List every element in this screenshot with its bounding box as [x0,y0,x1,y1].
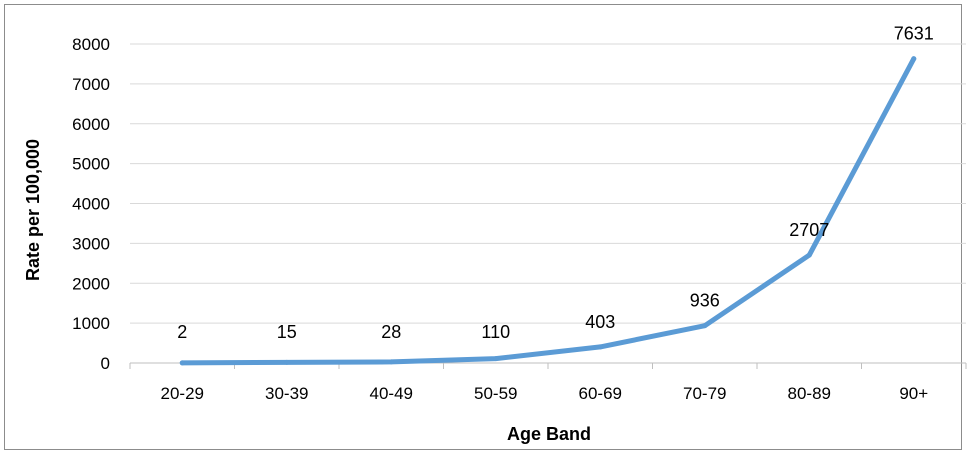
data-point [179,360,185,366]
x-tick-label: 30-39 [265,384,308,403]
y-tick-label: 4000 [72,195,110,214]
data-label: 15 [277,322,297,342]
y-tick-label: 7000 [72,75,110,94]
y-axis-tick-labels: 0 1000 2000 3000 4000 5000 6000 7000 8000 [72,35,110,373]
x-tick-label: 50-59 [474,384,517,403]
data-label: 2 [177,322,187,342]
data-point [388,359,394,365]
data-label: 2707 [789,220,829,240]
data-point [493,356,499,362]
y-tick-label: 0 [101,354,110,373]
x-tick-label: 80-89 [788,384,831,403]
data-labels: 2 15 28 110 403 936 2707 7631 [177,24,934,342]
data-label: 7631 [894,24,934,44]
y-tick-label: 5000 [72,155,110,174]
data-label: 403 [585,312,615,332]
data-label: 936 [690,291,720,311]
data-point [597,344,603,350]
data-point [284,359,290,365]
data-label: 28 [381,322,401,342]
data-label: 110 [481,322,510,342]
x-tick-label: 90+ [899,384,928,403]
gridlines [130,43,966,324]
y-tick-label: 3000 [72,234,110,253]
series [179,56,917,366]
x-axis-tick-labels: 20-29 30-39 40-49 50-59 60-69 70-79 80-89 90+ [161,384,929,403]
x-tick-label: 20-29 [161,384,204,403]
y-tick-label: 6000 [72,115,110,134]
x-tick-label: 40-49 [370,384,413,403]
x-tick-label: 60-69 [579,384,622,403]
chart-area [4,4,962,450]
series-line [179,56,917,366]
y-tick-label: 8000 [72,35,110,54]
data-point [702,323,708,329]
y-tick-label: 2000 [72,274,110,293]
data-point [806,252,812,258]
y-tick-label: 1000 [72,314,110,333]
y-axis-title: Rate per 100,000 [23,139,43,281]
data-point [911,56,917,62]
x-axis-title: Age Band [507,424,591,444]
x-tick-label: 70-79 [683,384,726,403]
